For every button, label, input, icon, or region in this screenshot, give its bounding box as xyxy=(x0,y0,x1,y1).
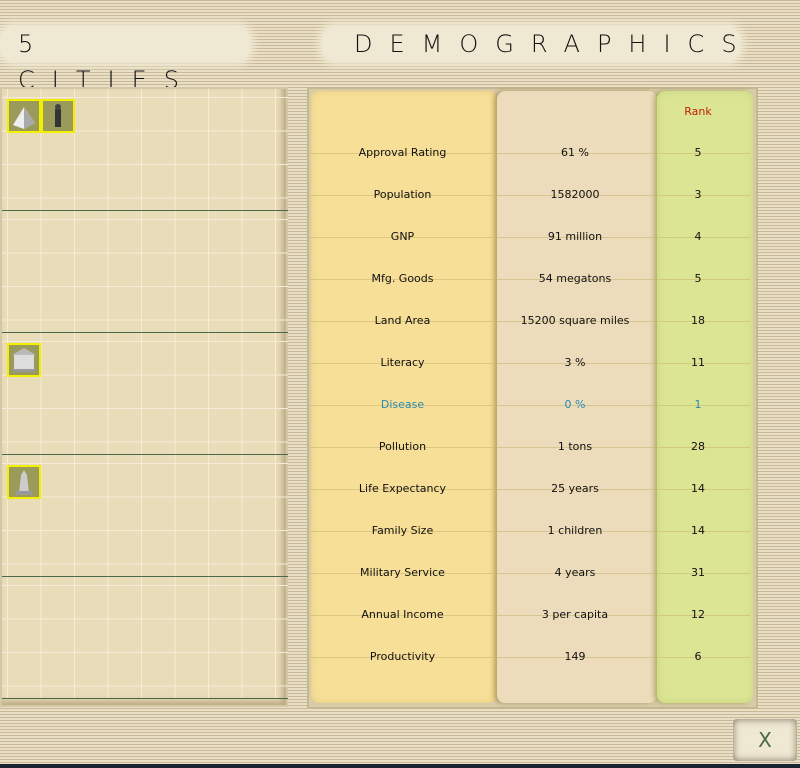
soldier-icon[interactable] xyxy=(41,99,75,133)
pyramid-icon[interactable] xyxy=(7,99,41,133)
rank-column xyxy=(657,91,753,703)
stat-rank: 11 xyxy=(691,356,705,369)
stat-label: Life Expectancy xyxy=(358,482,447,495)
stat-rank: 28 xyxy=(691,440,705,453)
stat-rank: 6 xyxy=(694,650,702,663)
city-row[interactable] xyxy=(2,333,288,455)
cities-title: 5 CITIES xyxy=(0,26,250,94)
stat-rank: 4 xyxy=(694,230,702,243)
stat-rank: 3 xyxy=(694,188,702,201)
stat-label: Mfg. Goods xyxy=(371,272,434,285)
row-divider xyxy=(310,531,750,532)
stat-value: 61 % xyxy=(561,146,589,159)
row-divider xyxy=(310,237,750,238)
stat-value: 3 per capita xyxy=(541,608,609,621)
stat-value: 25 years xyxy=(551,482,599,495)
stat-value: 15200 square miles xyxy=(520,314,630,327)
row-divider xyxy=(310,363,750,364)
stat-label: Population xyxy=(373,188,432,201)
stat-value: 4 years xyxy=(554,566,596,579)
stat-rank: 1 xyxy=(694,398,702,411)
row-divider xyxy=(310,321,750,322)
row-divider xyxy=(310,153,750,154)
row-divider xyxy=(310,279,750,280)
stat-label: Literacy xyxy=(380,356,425,369)
stat-rank: 14 xyxy=(691,482,705,495)
city-row[interactable] xyxy=(2,455,288,577)
row-divider xyxy=(310,447,750,448)
stat-label: Approval Rating xyxy=(358,146,447,159)
row-divider xyxy=(310,489,750,490)
stat-value: 0 % xyxy=(564,398,586,411)
row-divider xyxy=(310,405,750,406)
row-divider xyxy=(310,195,750,196)
stat-value: 1 tons xyxy=(557,440,593,453)
stat-label: Productivity xyxy=(369,650,436,663)
stat-label: Pollution xyxy=(378,440,427,453)
stat-label: Disease xyxy=(380,398,425,411)
stat-rank: 14 xyxy=(691,524,705,537)
stat-rank: 5 xyxy=(694,146,702,159)
stat-label: Land Area xyxy=(374,314,431,327)
row-divider xyxy=(310,615,750,616)
temple-icon[interactable] xyxy=(7,343,41,377)
taskbar-strip xyxy=(0,764,800,768)
city-row[interactable] xyxy=(2,577,288,699)
stat-value: 91 million xyxy=(547,230,603,243)
rank-header: Rank xyxy=(684,105,712,118)
stat-value: 3 % xyxy=(564,356,586,369)
stat-rank: 12 xyxy=(691,608,705,621)
stat-value: 54 megatons xyxy=(538,272,612,285)
demographics-title: DEMOGRAPHICS xyxy=(322,26,740,62)
stat-value: 1582000 xyxy=(550,188,600,201)
monument-icon[interactable] xyxy=(7,465,41,499)
stat-rank: 5 xyxy=(694,272,702,285)
value-column xyxy=(497,91,657,703)
city-row[interactable] xyxy=(2,89,288,211)
stat-value: 149 xyxy=(564,650,586,663)
stat-label: Family Size xyxy=(371,524,434,537)
stat-value: 1 children xyxy=(547,524,603,537)
stat-label: GNP xyxy=(390,230,415,243)
row-divider xyxy=(310,573,750,574)
close-button[interactable]: X xyxy=(733,719,797,761)
stat-rank: 31 xyxy=(691,566,705,579)
stat-label: Military Service xyxy=(360,566,445,579)
stat-label: Annual Income xyxy=(361,608,444,621)
demographics-panel xyxy=(307,87,758,709)
label-column xyxy=(311,91,497,703)
cities-panel xyxy=(0,87,288,707)
stat-rank: 18 xyxy=(691,314,705,327)
city-row[interactable] xyxy=(2,211,288,333)
row-divider xyxy=(310,657,750,658)
